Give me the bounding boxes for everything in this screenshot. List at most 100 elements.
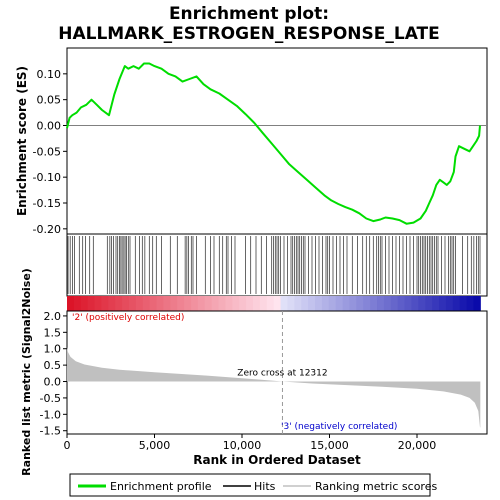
colorbar-segment xyxy=(418,296,426,311)
es-y-tick-label: -0.15 xyxy=(33,197,61,210)
metric-y-label: Ranked list metric (Signal2Noise) xyxy=(20,268,33,476)
colorbar-segment xyxy=(259,296,268,311)
negative-correlation-label: '3' (negatively correlated) xyxy=(281,422,397,432)
colorbar-segment xyxy=(149,296,158,311)
colorbar-segment xyxy=(253,296,261,311)
es-y-tick-label: 0.00 xyxy=(37,120,62,133)
colorbar-segment xyxy=(473,296,481,311)
es-y-axis: 0.10 0.05 0.00 -0.05 -0.10 -0.15 -0.20 xyxy=(33,68,67,236)
colorbar-segment xyxy=(246,296,254,311)
metric-y-tick-label: 0.0 xyxy=(44,376,62,389)
colorbar-segment xyxy=(397,296,406,311)
colorbar-segment xyxy=(80,296,89,311)
colorbar-segment xyxy=(101,296,109,311)
legend-frame xyxy=(69,473,431,497)
colorbar-segment xyxy=(129,296,137,311)
colorbar-segment xyxy=(287,296,295,311)
es-y-tick-label: 0.05 xyxy=(37,94,62,107)
colorbar-segment xyxy=(439,296,447,311)
zero-cross-label: Zero cross at 12312 xyxy=(237,369,327,379)
es-panel: 0.10 0.05 0.00 -0.05 -0.10 -0.15 -0.20 Enrichm… xyxy=(15,47,488,236)
colorbar-segment xyxy=(191,296,199,311)
enrichment-profile-line xyxy=(66,62,481,225)
metric-panel: Zero cross at 12312 '2' (positively corr… xyxy=(20,268,488,476)
metric-y-tick-label: 0.5 xyxy=(44,359,62,372)
ranking-metric-area xyxy=(67,347,481,428)
colorbar-segment xyxy=(115,296,123,311)
colorbar-segment xyxy=(459,296,468,311)
es-panel-frame xyxy=(66,47,488,235)
colorbar-segment xyxy=(197,296,206,311)
colorbar-segment xyxy=(135,296,144,311)
metric-x-tick-label: 15,000 xyxy=(310,439,349,452)
colorbar-segment xyxy=(370,296,378,311)
colorbar-segment xyxy=(404,296,412,311)
colorbar-segment xyxy=(280,296,288,311)
colorbar-segment xyxy=(156,296,164,311)
hits-panel xyxy=(66,233,488,297)
colorbar-segment xyxy=(142,296,151,311)
legend-metric-label: Ranking metric scores xyxy=(315,480,437,493)
hits-group xyxy=(67,236,481,294)
metric-x-tick-label: 10,000 xyxy=(223,439,262,452)
colorbar-segment xyxy=(232,296,240,311)
rank-colorbar xyxy=(67,296,481,311)
colorbar-segment xyxy=(432,296,440,311)
colorbar-segment xyxy=(294,296,302,311)
colorbar-segment xyxy=(211,296,220,311)
legend-hits-label: Hits xyxy=(254,480,276,493)
colorbar-segment xyxy=(377,296,385,311)
positive-correlation-label: '2' (positively correlated) xyxy=(72,313,184,323)
colorbar-segment xyxy=(383,296,392,311)
metric-x-tick-label: 0 xyxy=(64,439,71,452)
colorbar-segment xyxy=(67,296,75,311)
colorbar-segment xyxy=(342,296,350,311)
colorbar-segment xyxy=(335,296,344,311)
metric-y-tick-label: -1.0 xyxy=(40,408,61,421)
metric-y-tick-label: -1.5 xyxy=(40,425,61,438)
legend-enrichment-label: Enrichment profile xyxy=(110,480,212,493)
colorbar-segment xyxy=(321,296,330,311)
colorbar-segment xyxy=(349,296,357,311)
colorbar-segment xyxy=(122,296,130,311)
colorbar-segment xyxy=(445,296,454,311)
metric-x-tick-label: 5,000 xyxy=(139,439,171,452)
colorbar-segment xyxy=(356,296,364,311)
metric-y-axis: 2.0 1.5 1.0 0.5 0.0 -0.5 -1.0 -1.5 xyxy=(40,310,67,438)
metric-y-tick-label: 1.5 xyxy=(44,326,62,339)
colorbar-segment xyxy=(225,296,233,311)
colorbar-segment xyxy=(94,296,102,311)
es-y-tick-label: -0.20 xyxy=(33,223,61,236)
legend: Enrichment profile Hits Ranking metric s… xyxy=(69,473,437,497)
colorbar-segment xyxy=(390,296,399,311)
colorbar-segment xyxy=(425,296,433,311)
es-y-tick-label: 0.10 xyxy=(37,68,62,81)
metric-y-tick-label: -0.5 xyxy=(40,392,61,405)
colorbar-segment xyxy=(184,296,192,311)
title-line1: Enrichment plot: xyxy=(169,4,329,24)
colorbar-segment xyxy=(273,296,282,311)
colorbar-segment xyxy=(108,296,116,311)
colorbar-segment xyxy=(204,296,213,311)
colorbar-segment xyxy=(308,296,316,311)
metric-x-tick-label: 20,000 xyxy=(398,439,437,452)
es-y-tick-label: -0.05 xyxy=(33,145,61,158)
colorbar-segment xyxy=(301,296,309,311)
es-y-label: Enrichment score (ES) xyxy=(15,66,29,216)
es-y-tick-label: -0.10 xyxy=(33,171,61,184)
colorbar-segment xyxy=(163,296,171,311)
colorbar-segment xyxy=(466,296,474,311)
colorbar-segment xyxy=(328,296,337,311)
colorbar-segment xyxy=(170,296,178,311)
metric-x-label: Rank in Ordered Dataset xyxy=(193,453,361,467)
colorbar-segment xyxy=(411,296,419,311)
colorbar-segment xyxy=(452,296,461,311)
colorbar-segment xyxy=(239,296,247,311)
colorbar-segment xyxy=(363,296,371,311)
metric-y-tick-label: 1.0 xyxy=(44,343,62,356)
colorbar-segment xyxy=(87,296,96,311)
metric-x-axis: 0 5,000 10,000 15,000 20,000 xyxy=(64,434,437,452)
metric-y-tick-label: 2.0 xyxy=(44,310,62,323)
colorbar-segment xyxy=(315,296,323,311)
